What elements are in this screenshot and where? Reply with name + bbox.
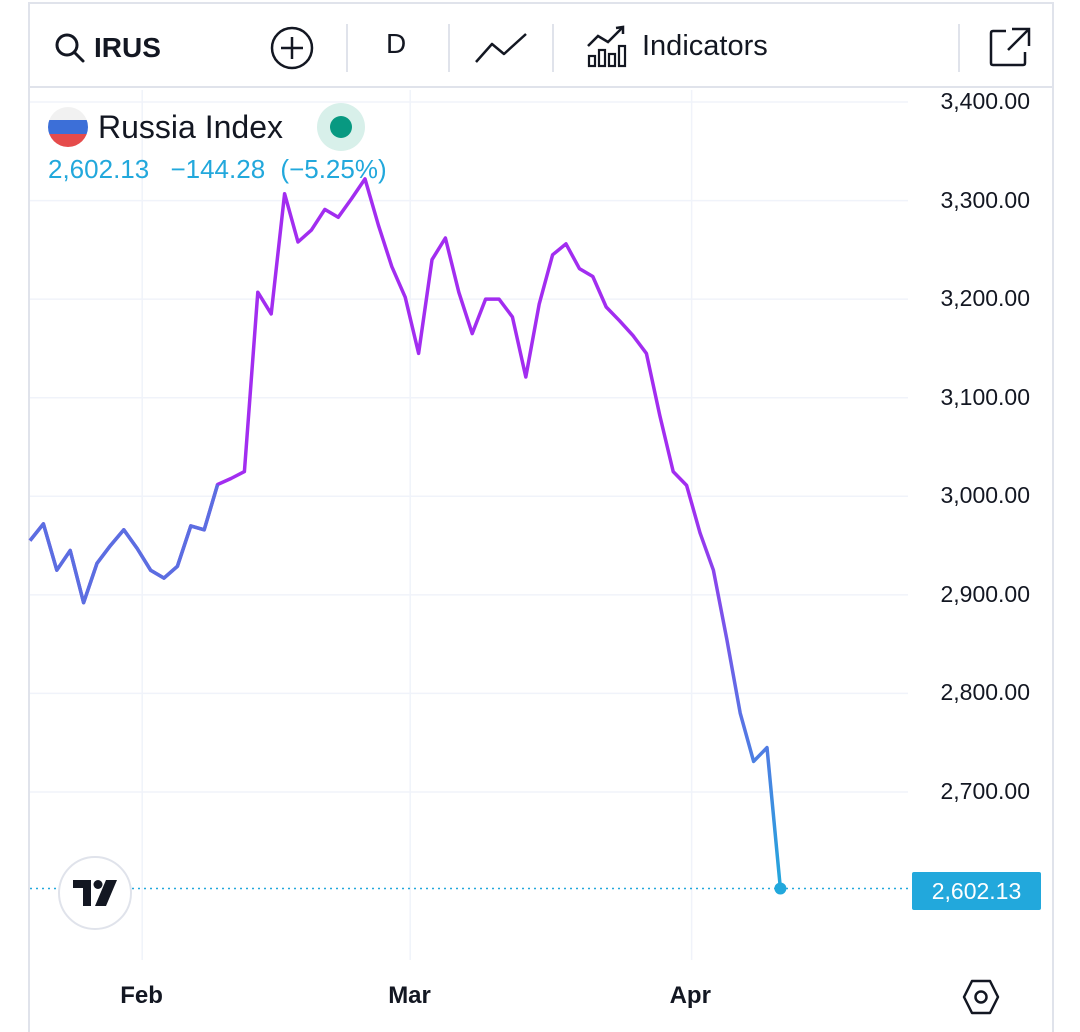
- time-axis-label: Feb: [120, 982, 163, 1009]
- indicators-button[interactable]: Indicators: [586, 24, 768, 68]
- toolbar-divider: [346, 24, 348, 72]
- time-axis-label: Mar: [388, 982, 431, 1009]
- symbol-search-button[interactable]: IRUS: [54, 28, 161, 68]
- series-legend[interactable]: Russia Index 2,602.13 −144.28 (−5.25%): [48, 103, 387, 185]
- toolbar-divider: [448, 24, 450, 72]
- interval-button[interactable]: D: [386, 28, 406, 60]
- russia-flag-icon: [48, 107, 88, 147]
- chart-settings-button[interactable]: [962, 978, 1000, 1021]
- toolbar-divider: [958, 24, 960, 72]
- toolbar-divider: [552, 24, 554, 72]
- legend-price: 2,602.13: [48, 154, 150, 184]
- search-icon: [55, 33, 85, 63]
- price-axis-label: 3,200.00: [940, 285, 1030, 312]
- line-chart-icon: [475, 33, 527, 63]
- market-status-indicator[interactable]: [316, 103, 365, 151]
- legend-change-pct: (−5.25%): [280, 154, 387, 184]
- legend-title: Russia Index: [98, 108, 283, 145]
- last-price-marker: [774, 882, 787, 895]
- status-dot-icon: [329, 116, 352, 138]
- last-price-badge: 2,602.13: [912, 872, 1041, 910]
- price-axis-label: 3,400.00: [940, 88, 1030, 114]
- tradingview-logo-icon: [73, 880, 117, 906]
- interval-label: D: [386, 28, 407, 59]
- legend-change: −144.28: [170, 154, 266, 184]
- price-axis-label: 3,300.00: [940, 186, 1030, 213]
- chart-frame: [28, 2, 1054, 1032]
- symbol-label: IRUS: [94, 32, 161, 63]
- toolbar: IRUS D Indicators: [30, 4, 1052, 88]
- price-axis-label: 2,900.00: [940, 580, 1030, 607]
- indicators-icon: [587, 25, 627, 68]
- price-axis-label: 3,100.00: [940, 383, 1030, 410]
- tradingview-logo[interactable]: [58, 856, 132, 930]
- last-price-value: 2,602.13: [931, 877, 1022, 904]
- indicators-label: Indicators: [642, 29, 768, 62]
- time-axis-label: Apr: [669, 982, 711, 1009]
- plus-circle-icon: [270, 26, 314, 70]
- fullscreen-button[interactable]: [988, 26, 1032, 70]
- chart-style-button[interactable]: [474, 28, 528, 68]
- price-series-line-start: [28, 484, 220, 605]
- price-axis-label: 2,700.00: [940, 778, 1030, 804]
- price-axis-label: 2,800.00: [940, 679, 1030, 706]
- price-axis-label: 3,000.00: [940, 482, 1030, 509]
- compare-symbol-button[interactable]: [270, 26, 314, 70]
- settings-icon: [962, 979, 1000, 1015]
- expand-icon: [989, 27, 1031, 67]
